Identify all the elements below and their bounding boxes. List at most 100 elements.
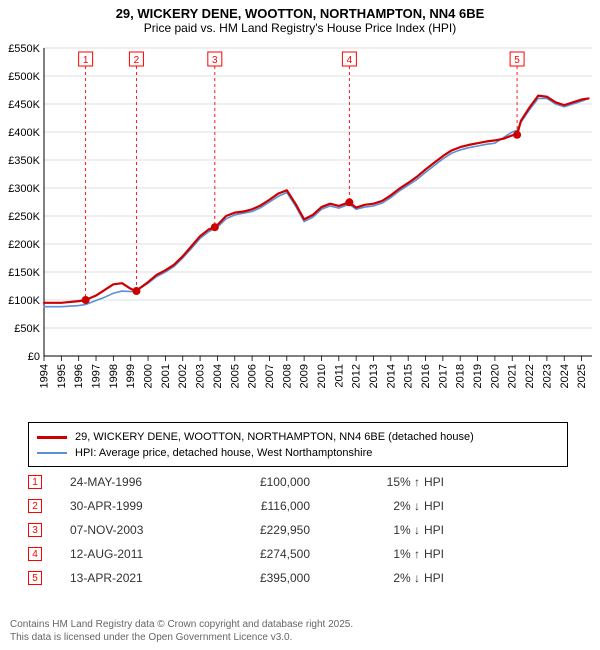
sale-row-marker: 4 — [28, 547, 42, 561]
figure-container: 29, WICKERY DENE, WOOTTON, NORTHAMPTON, … — [0, 0, 600, 650]
sale-price: £116,000 — [200, 499, 310, 513]
x-tick-label: 2017 — [437, 364, 449, 388]
y-tick-label: £450K — [8, 99, 40, 111]
title-block: 29, WICKERY DENE, WOOTTON, NORTHAMPTON, … — [0, 0, 600, 37]
sale-hpi-label: HPI — [420, 499, 444, 513]
x-tick-label: 2014 — [385, 364, 397, 388]
legend-label: HPI: Average price, detached house, West… — [75, 447, 372, 459]
x-tick-label: 2020 — [489, 364, 501, 388]
sales-table: 124-MAY-1996£100,00015% ↑HPI230-APR-1999… — [28, 470, 568, 590]
y-tick-label: £100K — [8, 295, 40, 307]
sale-hpi-label: HPI — [420, 571, 444, 585]
line-chart: £0£50K£100K£150K£200K£250K£300K£350K£400… — [0, 42, 600, 412]
sale-row-marker: 3 — [28, 523, 42, 537]
sale-row: 5 13-APR-2021£395,0002% ↓HPI — [28, 566, 568, 590]
sale-price: £229,950 — [200, 523, 310, 537]
x-tick-label: 2000 — [143, 364, 155, 388]
x-tick-label: 2004 — [212, 364, 224, 388]
sale-date: 07-NOV-2003 — [70, 523, 200, 537]
x-tick-label: 2024 — [559, 364, 571, 388]
license-line-2: This data is licensed under the Open Gov… — [10, 632, 353, 645]
y-tick-label: £0 — [28, 351, 40, 363]
x-tick-label: 1998 — [108, 364, 120, 388]
sale-row: 3 07-NOV-2003£229,9501% ↓HPI — [28, 518, 568, 542]
x-tick-label: 1997 — [91, 364, 103, 388]
sale-row-marker: 1 — [28, 475, 42, 489]
sale-date: 30-APR-1999 — [70, 499, 200, 513]
sale-row: 4 12-AUG-2011£274,5001% ↑HPI — [28, 542, 568, 566]
sale-dot — [132, 287, 140, 295]
sale-dot — [345, 198, 353, 206]
sale-dot — [82, 296, 90, 304]
sale-row-marker: 2 — [28, 499, 42, 513]
x-tick-label: 2016 — [420, 364, 432, 388]
sale-date: 12-AUG-2011 — [70, 547, 200, 561]
sale-row: 1 24-MAY-1996£100,00015% ↑HPI — [28, 470, 568, 494]
x-tick-label: 2012 — [351, 364, 363, 388]
legend-label: 29, WICKERY DENE, WOOTTON, NORTHAMPTON, … — [75, 431, 474, 443]
x-tick-label: 2022 — [524, 364, 536, 388]
x-tick-label: 2006 — [247, 364, 259, 388]
legend-item: HPI: Average price, detached house, West… — [37, 445, 559, 461]
x-tick-label: 2007 — [264, 364, 276, 388]
x-tick-label: 2008 — [281, 364, 293, 388]
sale-dot — [211, 223, 219, 231]
sale-date: 24-MAY-1996 — [70, 475, 200, 489]
x-tick-label: 2018 — [455, 364, 467, 388]
sale-row-marker: 5 — [28, 571, 42, 585]
legend-swatch — [37, 436, 67, 439]
sale-hpi-label: HPI — [420, 547, 444, 561]
y-tick-label: £350K — [8, 155, 40, 167]
sale-diff: 15% ↑ — [310, 475, 420, 489]
license-text: Contains HM Land Registry data © Crown c… — [10, 619, 353, 644]
x-tick-label: 2011 — [333, 364, 345, 388]
legend: 29, WICKERY DENE, WOOTTON, NORTHAMPTON, … — [28, 422, 568, 467]
sale-diff: 1% ↑ — [310, 547, 420, 561]
x-tick-label: 1996 — [73, 364, 85, 388]
x-tick-label: 2023 — [541, 364, 553, 388]
x-tick-label: 2009 — [299, 364, 311, 388]
x-tick-label: 2013 — [368, 364, 380, 388]
sale-row: 2 30-APR-1999£116,0002% ↓HPI — [28, 494, 568, 518]
y-tick-label: £200K — [8, 239, 40, 251]
y-tick-label: £550K — [8, 43, 40, 55]
sale-hpi-label: HPI — [420, 523, 444, 537]
sale-marker-number: 3 — [212, 55, 218, 66]
sale-diff: 2% ↓ — [310, 571, 420, 585]
sale-price: £100,000 — [200, 475, 310, 489]
sale-hpi-label: HPI — [420, 475, 444, 489]
sale-diff: 1% ↓ — [310, 523, 420, 537]
y-tick-label: £400K — [8, 127, 40, 139]
chart-title: 29, WICKERY DENE, WOOTTON, NORTHAMPTON, … — [10, 6, 590, 21]
sale-price: £274,500 — [200, 547, 310, 561]
x-tick-label: 2021 — [507, 364, 519, 388]
x-tick-label: 1999 — [125, 364, 137, 388]
x-tick-label: 2003 — [195, 364, 207, 388]
x-tick-label: 2010 — [316, 364, 328, 388]
y-tick-label: £250K — [8, 211, 40, 223]
chart-subtitle: Price paid vs. HM Land Registry's House … — [10, 21, 590, 35]
legend-item: 29, WICKERY DENE, WOOTTON, NORTHAMPTON, … — [37, 429, 559, 445]
sale-marker-number: 1 — [83, 55, 89, 66]
x-tick-label: 2015 — [403, 364, 415, 388]
x-tick-label: 2002 — [177, 364, 189, 388]
sale-date: 13-APR-2021 — [70, 571, 200, 585]
y-tick-label: £50K — [14, 323, 40, 335]
x-tick-label: 1995 — [56, 364, 68, 388]
y-tick-label: £300K — [8, 183, 40, 195]
license-line-1: Contains HM Land Registry data © Crown c… — [10, 619, 353, 632]
chart-area: £0£50K£100K£150K£200K£250K£300K£350K£400… — [0, 42, 600, 412]
y-tick-label: £500K — [8, 71, 40, 83]
legend-swatch — [37, 452, 67, 454]
x-tick-label: 1994 — [39, 364, 51, 388]
sale-price: £395,000 — [200, 571, 310, 585]
sale-diff: 2% ↓ — [310, 499, 420, 513]
sale-marker-number: 4 — [347, 55, 353, 66]
x-tick-label: 2019 — [472, 364, 484, 388]
x-tick-label: 2001 — [160, 364, 172, 388]
sale-marker-number: 5 — [514, 55, 520, 66]
x-tick-label: 2025 — [576, 364, 588, 388]
sale-dot — [513, 131, 521, 139]
x-tick-label: 2005 — [229, 364, 241, 388]
sale-marker-number: 2 — [134, 55, 140, 66]
